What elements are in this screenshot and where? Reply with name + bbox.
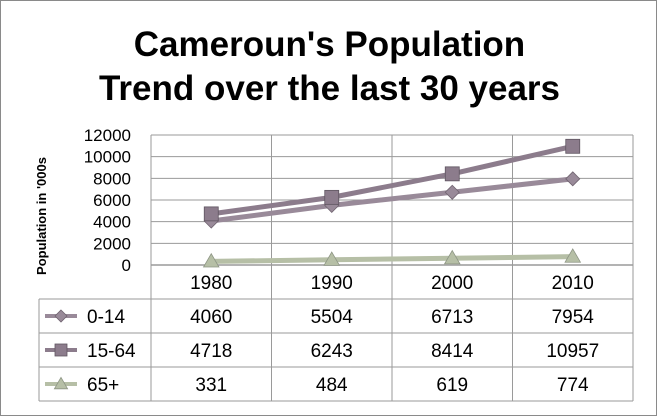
data-point-15-64-2010 (565, 138, 581, 154)
y-tick-label-8000: 8000 (93, 169, 131, 188)
y-tick-label-0: 0 (122, 256, 131, 275)
legend-marker-65+ (53, 376, 69, 390)
data-point-15-64-1980 (203, 206, 219, 222)
data-point-65+-2000 (443, 249, 461, 265)
chart-title-line-2: Trend over the last 30 years (98, 69, 561, 108)
data-point-15-64-2000 (444, 166, 460, 182)
x-tick-label-2010: 2010 (552, 273, 594, 294)
table-cell-15-64-2000: 8414 (431, 341, 474, 362)
table-cell-0-14-2000: 6713 (431, 307, 473, 328)
table-cell-65+-1990: 484 (316, 375, 348, 396)
x-tick-label-1990: 1990 (311, 273, 353, 294)
y-tick-label-6000: 6000 (93, 191, 131, 210)
legend-label-65+: 65+ (87, 375, 119, 396)
table-cell-65+-1980: 331 (195, 375, 227, 396)
y-axis-label: Population in '000s (34, 157, 49, 275)
data-point-65+-1990 (323, 251, 341, 266)
data-point-15-64-1990 (324, 189, 340, 205)
table-cell-0-14-1990: 5504 (311, 307, 354, 328)
legend-label-15-64: 15-64 (87, 341, 136, 362)
table-cell-15-64-1990: 6243 (311, 341, 353, 362)
data-point-0-14-2010 (565, 171, 581, 187)
legend-label-0-14: 0-14 (87, 307, 125, 328)
series-line-0-14 (210, 176, 574, 224)
y-tick-label-12000: 12000 (84, 126, 131, 145)
table-cell-65+-2000: 619 (436, 375, 468, 396)
data-point-65+-1980 (202, 252, 220, 268)
x-tick-label-1980: 1980 (190, 273, 232, 294)
table-cell-0-14-2010: 7954 (552, 307, 595, 328)
legend-marker-0-14 (54, 309, 68, 323)
table-cell-65+-2010: 774 (557, 375, 589, 396)
y-tick-label-2000: 2000 (93, 234, 131, 253)
chart-title-line-1: Cameroun's Population (133, 25, 526, 64)
series-line-65+ (211, 254, 573, 264)
table-cell-15-64-1980: 4718 (190, 341, 232, 362)
data-point-65+-2010 (564, 248, 582, 263)
y-tick-label-4000: 4000 (93, 213, 131, 232)
legend-marker-15-64 (54, 343, 68, 357)
table-cell-15-64-2010: 10957 (546, 341, 599, 362)
y-tick-label-10000: 10000 (84, 148, 131, 167)
series-line-15-64 (210, 143, 574, 217)
x-tick-label-2000: 2000 (431, 273, 473, 294)
table-cell-0-14-1980: 4060 (190, 307, 232, 328)
data-point-0-14-2000 (444, 184, 460, 200)
